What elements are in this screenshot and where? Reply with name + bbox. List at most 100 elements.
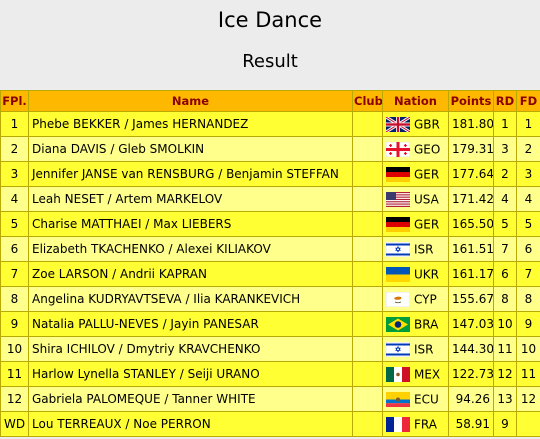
table-row[interactable]: WD Lou TERREAUX / Noe PERRON FRA 58.91 9 bbox=[0, 411, 540, 437]
cell-rd: 1 bbox=[493, 111, 517, 137]
results-table: FPl. Name Club Nation Points RD FD 1 Pheb… bbox=[0, 90, 540, 437]
cell-fd: 1 bbox=[516, 111, 540, 137]
cell-points: 161.17 bbox=[448, 261, 494, 287]
cell-fd: 4 bbox=[516, 186, 540, 212]
cell-points: 144.30 bbox=[448, 336, 494, 362]
cell-fpl: 6 bbox=[0, 236, 29, 262]
cyp-flag-icon bbox=[386, 291, 410, 307]
cell-rd: 4 bbox=[493, 186, 517, 212]
cell-fpl: 9 bbox=[0, 311, 29, 337]
cell-nation: GER bbox=[382, 161, 449, 187]
table-row[interactable]: 2 Diana DAVIS / Gleb SMOLKIN GEO 179.31 3 2 bbox=[0, 136, 540, 162]
col-header-nation[interactable]: Nation bbox=[382, 90, 449, 112]
cell-name[interactable]: Natalia PALLU-NEVES / Jayin PANESAR bbox=[28, 311, 353, 337]
cell-nation: FRA bbox=[382, 411, 449, 437]
table-row[interactable]: 7 Zoe LARSON / Andrii KAPRAN UKR 161.17 6 7 bbox=[0, 261, 540, 287]
cell-name[interactable]: Lou TERREAUX / Noe PERRON bbox=[28, 411, 353, 437]
cell-fpl: 12 bbox=[0, 386, 29, 412]
cell-name[interactable]: Elizabeth TKACHENKO / Alexei KILIAKOV bbox=[28, 236, 353, 262]
cell-name[interactable]: Leah NESET / Artem MARKELOV bbox=[28, 186, 353, 212]
cell-name[interactable]: Angelina KUDRYAVTSEVA / Ilia KARANKEVICH bbox=[28, 286, 353, 312]
cell-name[interactable]: Zoe LARSON / Andrii KAPRAN bbox=[28, 261, 353, 287]
cell-name[interactable]: Shira ICHILOV / Dmytriy KRAVCHENKO bbox=[28, 336, 353, 362]
ger-flag-icon bbox=[386, 216, 410, 232]
page-subtitle: Result bbox=[242, 51, 298, 72]
cell-nation: GEO bbox=[382, 136, 449, 162]
cell-fpl: 3 bbox=[0, 161, 29, 187]
col-header-fpl[interactable]: FPl. bbox=[0, 90, 29, 112]
cell-club bbox=[352, 161, 383, 187]
nation-code: FRA bbox=[414, 417, 437, 431]
mex-flag-icon bbox=[386, 366, 410, 382]
bra-flag-icon bbox=[386, 316, 410, 332]
nation-code: UKR bbox=[414, 267, 439, 281]
cell-fd: 12 bbox=[516, 386, 540, 412]
cell-fd: 2 bbox=[516, 136, 540, 162]
nation-code: GER bbox=[414, 167, 440, 181]
cell-fpl: 4 bbox=[0, 186, 29, 212]
cell-name[interactable]: Phebe BEKKER / James HERNANDEZ bbox=[28, 111, 353, 137]
cell-fpl: 7 bbox=[0, 261, 29, 287]
cell-fd bbox=[516, 411, 540, 437]
cell-points: 179.31 bbox=[448, 136, 494, 162]
cell-club bbox=[352, 211, 383, 237]
nation-code: USA bbox=[414, 192, 439, 206]
cell-points: 161.51 bbox=[448, 236, 494, 262]
ger-flag-icon bbox=[386, 166, 410, 182]
col-header-rd[interactable]: RD bbox=[493, 90, 517, 112]
cell-rd: 11 bbox=[493, 336, 517, 362]
cell-club bbox=[352, 286, 383, 312]
cell-name[interactable]: Gabriela PALOMEQUE / Tanner WHITE bbox=[28, 386, 353, 412]
cell-nation: USA bbox=[382, 186, 449, 212]
cell-rd: 12 bbox=[493, 361, 517, 387]
cell-club bbox=[352, 311, 383, 337]
table-row[interactable]: 8 Angelina KUDRYAVTSEVA / Ilia KARANKEVIC… bbox=[0, 286, 540, 312]
cell-name[interactable]: Jennifer JANSE van RENSBURG / Benjamin S… bbox=[28, 161, 353, 187]
col-header-name[interactable]: Name bbox=[28, 90, 353, 112]
cell-fpl: 8 bbox=[0, 286, 29, 312]
cell-nation: ISR bbox=[382, 236, 449, 262]
table-row[interactable]: 1 Phebe BEKKER / James HERNANDEZ GBR 181.80… bbox=[0, 111, 540, 137]
cell-rd: 8 bbox=[493, 286, 517, 312]
table-row[interactable]: 12 Gabriela PALOMEQUE / Tanner WHITE ECU 94… bbox=[0, 386, 540, 412]
cell-name[interactable]: Diana DAVIS / Gleb SMOLKIN bbox=[28, 136, 353, 162]
fra-flag-icon bbox=[386, 416, 410, 432]
cell-fd: 10 bbox=[516, 336, 540, 362]
col-header-club[interactable]: Club bbox=[352, 90, 383, 112]
cell-nation: GER bbox=[382, 211, 449, 237]
cell-club bbox=[352, 411, 383, 437]
cell-nation: CYP bbox=[382, 286, 449, 312]
cell-nation: ECU bbox=[382, 386, 449, 412]
table-row[interactable]: 9 Natalia PALLU-NEVES / Jayin PANESAR BRA 1… bbox=[0, 311, 540, 337]
cell-name[interactable]: Charise MATTHAEI / Max LIEBERS bbox=[28, 211, 353, 237]
table-row[interactable]: 10 Shira ICHILOV / Dmytriy KRAVCHENKO ISR 1… bbox=[0, 336, 540, 362]
table-row[interactable]: 4 Leah NESET / Artem MARKELOV USA 171.42 4 4 bbox=[0, 186, 540, 212]
cell-nation: ISR bbox=[382, 336, 449, 362]
cell-fpl: 10 bbox=[0, 336, 29, 362]
cell-nation: BRA bbox=[382, 311, 449, 337]
cell-points: 171.42 bbox=[448, 186, 494, 212]
cell-nation: UKR bbox=[382, 261, 449, 287]
gbr-flag-icon bbox=[386, 116, 410, 132]
cell-club bbox=[352, 386, 383, 412]
cell-club bbox=[352, 261, 383, 287]
col-header-points[interactable]: Points bbox=[448, 90, 494, 112]
table-row[interactable]: 5 Charise MATTHAEI / Max LIEBERS GER 165.50… bbox=[0, 211, 540, 237]
cell-fd: 3 bbox=[516, 161, 540, 187]
page-title: Ice Dance bbox=[217, 8, 323, 32]
ecu-flag-icon bbox=[386, 391, 410, 407]
nation-code: GBR bbox=[414, 117, 440, 131]
table-row[interactable]: 11 Harlow Lynella STANLEY / Seiji URANO ME… bbox=[0, 361, 540, 387]
nation-code: MEX bbox=[414, 367, 441, 381]
cell-rd: 3 bbox=[493, 136, 517, 162]
cell-rd: 10 bbox=[493, 311, 517, 337]
cell-rd: 7 bbox=[493, 236, 517, 262]
cell-club bbox=[352, 336, 383, 362]
col-header-fd[interactable]: FD bbox=[516, 90, 540, 112]
cell-points: 177.64 bbox=[448, 161, 494, 187]
cell-name[interactable]: Harlow Lynella STANLEY / Seiji URANO bbox=[28, 361, 353, 387]
cell-points: 181.80 bbox=[448, 111, 494, 137]
table-row[interactable]: 6 Elizabeth TKACHENKO / Alexei KILIAKOV IS… bbox=[0, 236, 540, 262]
table-row[interactable]: 3 Jennifer JANSE van RENSBURG / Benjamin … bbox=[0, 161, 540, 187]
cell-rd: 5 bbox=[493, 211, 517, 237]
